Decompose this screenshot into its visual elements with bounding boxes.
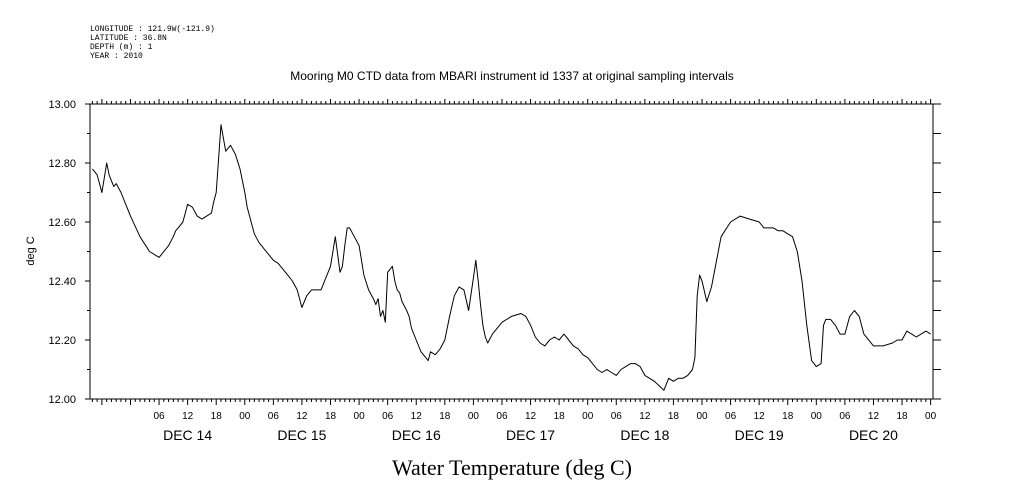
y-axis: 12.00 12.20 12.40 12.60 12.80 13.00: [48, 99, 941, 406]
x-hour-label: 12: [525, 411, 537, 422]
x-day-label: DEC 20: [849, 427, 898, 443]
depth-label: DEPTH (m) : 1: [90, 43, 153, 52]
x-hour-label: 06: [268, 411, 280, 422]
x-day-label: DEC 14: [163, 427, 212, 443]
x-hour-label: 00: [811, 411, 823, 422]
x-hour-label: 00: [696, 411, 708, 422]
x-hour-label: 18: [325, 411, 337, 422]
plot-frame: [89, 103, 934, 400]
y-tick-label: 13.00: [48, 99, 76, 111]
x-hour-label: 12: [868, 411, 880, 422]
x-hour-label: 00: [239, 411, 251, 422]
x-hour-label: 18: [211, 411, 223, 422]
x-hour-label: 00: [468, 411, 480, 422]
y-tick-label: 12.00: [48, 394, 76, 406]
x-hour-label: 06: [839, 411, 851, 422]
series-group: [92, 124, 931, 391]
x-hour-label: 18: [554, 411, 566, 422]
x-hour-label: 06: [611, 411, 623, 422]
x-day-label: DEC 19: [735, 427, 784, 443]
x-hour-label: 18: [782, 411, 794, 422]
x-hour-label: 06: [382, 411, 394, 422]
x-hour-label: 12: [182, 411, 194, 422]
x-day-label: DEC 15: [277, 427, 326, 443]
x-day-label: DEC 16: [392, 427, 441, 443]
y-tick-label: 12.60: [48, 217, 76, 229]
year-label: YEAR : 2010: [90, 52, 143, 61]
x-hour-label: 00: [925, 411, 937, 422]
minor-ticks: [91, 99, 932, 405]
x-hour-label: 18: [668, 411, 680, 422]
x-hour-label: 06: [496, 411, 508, 422]
x-day-label: DEC 18: [620, 427, 669, 443]
x-day-label: DEC 17: [506, 427, 555, 443]
longitude-label: LONGITUDE : 121.9W(-121.9): [90, 25, 215, 34]
y-tick-label: 12.80: [48, 158, 76, 170]
latitude-label: LATITUDE : 36.8N: [90, 34, 167, 43]
x-hour-label: 12: [639, 411, 651, 422]
x-hour-label: 12: [411, 411, 423, 422]
x-axis-label: Water Temperature (deg C): [392, 455, 632, 480]
y-tick-label: 12.20: [48, 335, 76, 347]
x-axis: 06 12 18 00 06 12 18 00 06 12 18 00 06 12 18 00 06 12 18 00…: [153, 411, 936, 443]
x-hour-label: 06: [725, 411, 737, 422]
x-hour-label: 12: [296, 411, 308, 422]
x-hour-label: 12: [754, 411, 766, 422]
series-line: [92, 124, 931, 391]
x-hour-label: 00: [582, 411, 594, 422]
x-hour-label: 18: [896, 411, 908, 422]
y-tick-label: 12.40: [48, 276, 76, 288]
x-hour-label: 00: [354, 411, 366, 422]
x-hour-label: 06: [153, 411, 165, 422]
y-axis-label: deg C: [25, 236, 37, 265]
chart-title: Mooring M0 CTD data from MBARI instrumen…: [290, 69, 734, 83]
x-hour-label: 18: [439, 411, 451, 422]
